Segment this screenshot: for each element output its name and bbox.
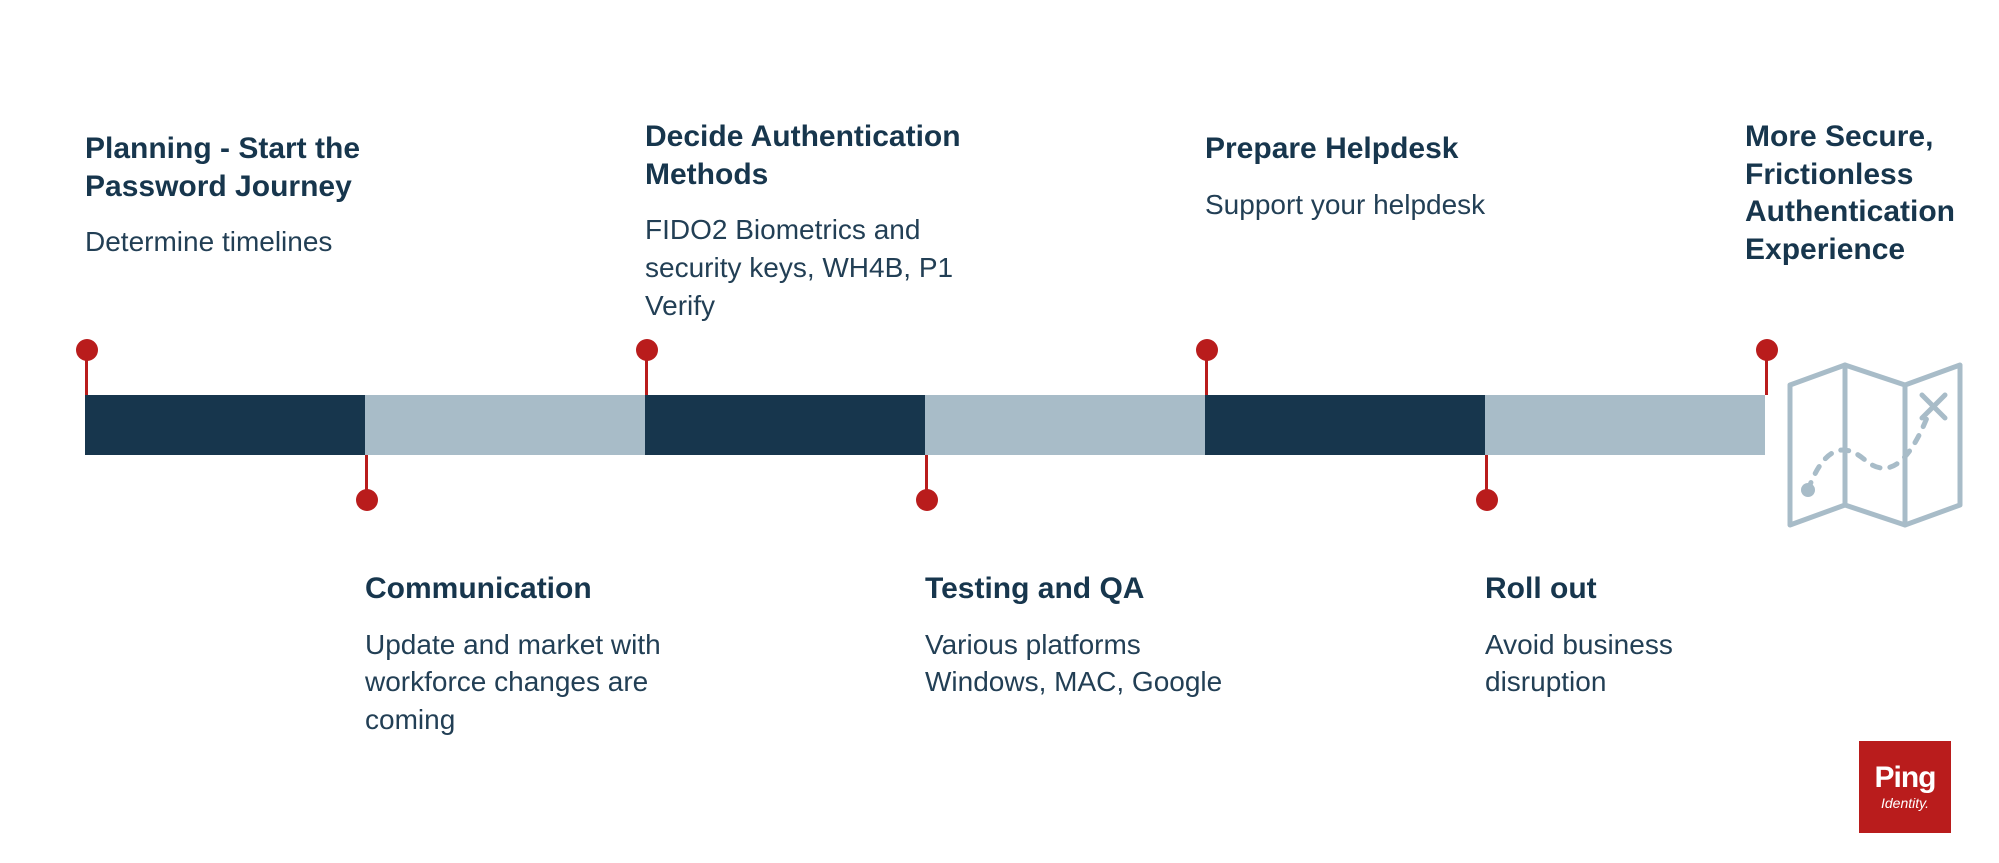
step-rollout-title: Roll out [1485,570,1765,608]
timeline-marker-4 [925,455,928,500]
timeline-marker-3 [645,350,648,395]
timeline-segment-4 [925,395,1205,455]
step-outcome: More Secure, Frictionless Authentication… [1745,118,1990,286]
step-decide-desc: FIDO2 Biometrics and security keys, WH4B… [645,211,965,324]
timeline-marker-5 [1205,350,1208,395]
map-icon [1770,340,1980,555]
timeline-segment-3 [645,395,925,455]
step-planning-title: Planning - Start the Password Journey [85,130,435,205]
timeline-marker-1 [85,350,88,395]
step-communication: Communication Update and market with wor… [365,570,665,739]
step-decide-title: Decide Authentication Methods [645,118,965,193]
step-testing-title: Testing and QA [925,570,1225,608]
step-prepare-title: Prepare Helpdesk [1205,130,1505,168]
timeline-segment-1 [85,395,365,455]
timeline-marker-6 [1485,455,1488,500]
step-rollout-desc: Avoid business disruption [1485,626,1765,702]
timeline-segment-6 [1485,395,1765,455]
timeline-segment-2 [365,395,645,455]
ping-identity-logo: Ping Identity. [1859,741,1951,833]
step-decide: Decide Authentication Methods FIDO2 Biom… [645,118,965,324]
step-prepare-desc: Support your helpdesk [1205,186,1505,224]
timeline-track [85,395,1765,455]
step-planning-desc: Determine timelines [85,223,435,261]
logo-sub-text: Identity. [1881,795,1929,811]
logo-main-text: Ping [1875,763,1936,793]
timeline-segment-5 [1205,395,1485,455]
step-prepare: Prepare Helpdesk Support your helpdesk [1205,130,1505,223]
step-testing: Testing and QA Various platforms Windows… [925,570,1225,701]
step-communication-title: Communication [365,570,665,608]
step-outcome-title: More Secure, Frictionless Authentication… [1745,118,1990,268]
step-planning: Planning - Start the Password Journey De… [85,130,435,261]
step-communication-desc: Update and market with workforce changes… [365,626,665,739]
step-testing-desc: Various platforms Windows, MAC, Google [925,626,1225,702]
timeline-marker-2 [365,455,368,500]
timeline-marker-7 [1765,350,1768,395]
step-rollout: Roll out Avoid business disruption [1485,570,1765,701]
